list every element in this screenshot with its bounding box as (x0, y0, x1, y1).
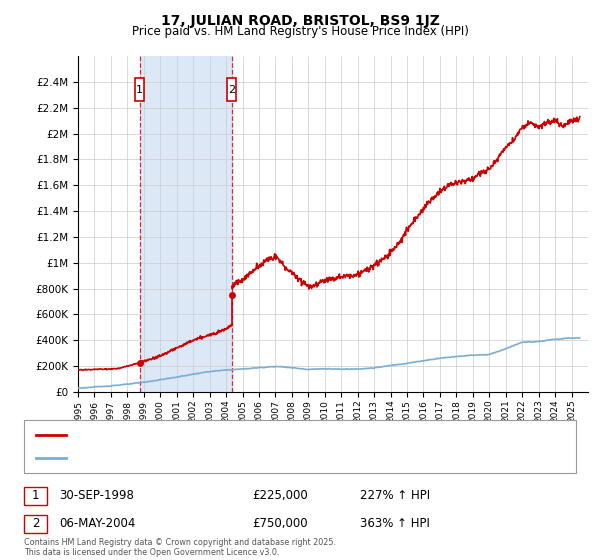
Text: Contains HM Land Registry data © Crown copyright and database right 2025.
This d: Contains HM Land Registry data © Crown c… (24, 538, 336, 557)
Text: 2: 2 (228, 85, 235, 95)
Text: 227% ↑ HPI: 227% ↑ HPI (360, 489, 430, 502)
Text: 2: 2 (32, 517, 39, 530)
Text: 17, JULIAN ROAD, BRISTOL, BS9 1JZ: 17, JULIAN ROAD, BRISTOL, BS9 1JZ (161, 14, 439, 28)
Text: Price paid vs. HM Land Registry's House Price Index (HPI): Price paid vs. HM Land Registry's House … (131, 25, 469, 38)
Text: 30-SEP-1998: 30-SEP-1998 (59, 489, 134, 502)
Text: 06-MAY-2004: 06-MAY-2004 (59, 517, 135, 530)
Text: 1: 1 (136, 85, 143, 95)
Bar (227, 78, 236, 101)
Text: 363% ↑ HPI: 363% ↑ HPI (360, 517, 430, 530)
Text: 17, JULIAN ROAD, BRISTOL, BS9 1JZ (semi-detached house): 17, JULIAN ROAD, BRISTOL, BS9 1JZ (semi-… (72, 430, 381, 440)
Text: £750,000: £750,000 (252, 517, 308, 530)
Bar (140, 56, 232, 392)
Bar (135, 78, 144, 101)
Text: 1: 1 (32, 489, 39, 502)
Text: £225,000: £225,000 (252, 489, 308, 502)
Text: HPI: Average price, semi-detached house, City of Bristol: HPI: Average price, semi-detached house,… (72, 453, 364, 463)
